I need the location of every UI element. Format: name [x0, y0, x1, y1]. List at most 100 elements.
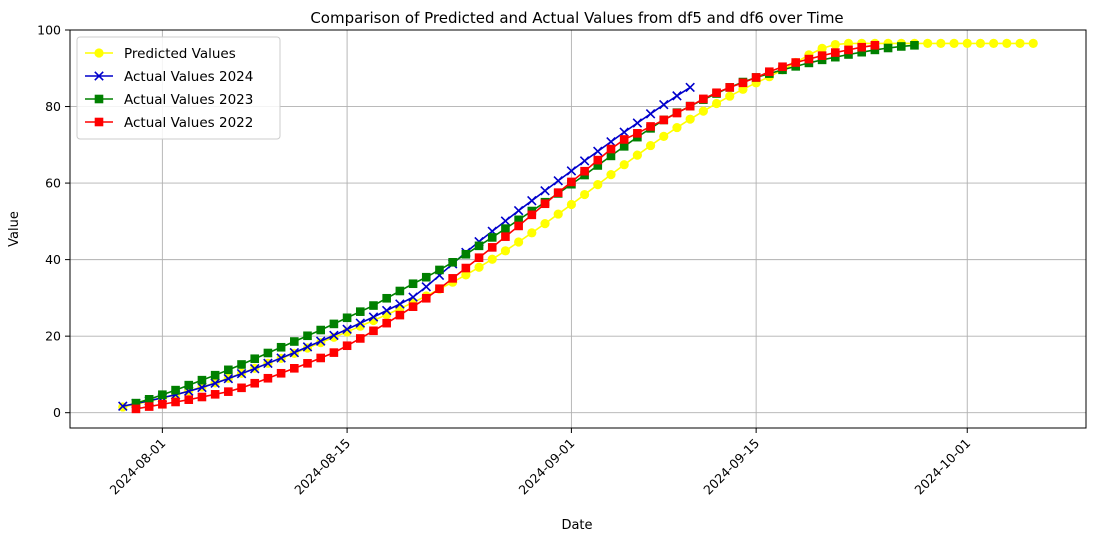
data-point	[553, 209, 563, 219]
data-point	[131, 404, 141, 414]
data-point	[435, 284, 444, 293]
data-point	[144, 394, 154, 404]
x-tick-label: 2024-08-15	[291, 436, 353, 498]
data-point	[659, 131, 669, 141]
data-point	[224, 365, 233, 375]
legend-entry: Actual Values 2022	[85, 115, 253, 131]
data-point	[817, 43, 827, 53]
data-point	[316, 325, 326, 335]
data-point	[158, 399, 167, 409]
data-point	[408, 292, 418, 302]
legend-label: Actual Values 2024	[124, 69, 253, 85]
data-point	[659, 99, 669, 110]
data-point	[290, 337, 299, 346]
data-point	[368, 312, 379, 322]
data-point	[606, 144, 616, 154]
y-tick-label: 100	[37, 23, 61, 38]
legend-marker	[94, 71, 104, 81]
data-point	[606, 151, 616, 161]
y-tick-label: 60	[45, 176, 61, 191]
data-point	[249, 363, 260, 374]
data-point	[118, 401, 128, 411]
data-point	[645, 109, 656, 119]
data-point	[435, 265, 444, 275]
legend-entry: Predicted Values	[85, 46, 236, 62]
data-point	[645, 140, 656, 151]
data-point	[593, 161, 603, 170]
data-point	[672, 108, 682, 118]
data-point	[237, 383, 246, 393]
data-point	[910, 41, 919, 50]
y-tick-label: 40	[45, 252, 61, 267]
data-point	[315, 336, 326, 346]
data-point	[632, 150, 642, 160]
data-point	[923, 38, 933, 48]
data-point	[421, 282, 432, 292]
data-point	[685, 114, 695, 124]
data-point	[276, 368, 286, 378]
data-point	[355, 334, 365, 343]
y-tick-label: 20	[45, 329, 61, 344]
data-point	[355, 307, 365, 316]
data-point	[171, 397, 180, 407]
data-point	[1015, 38, 1025, 48]
data-point	[329, 319, 339, 329]
data-point	[461, 249, 471, 259]
data-point	[830, 52, 840, 62]
data-point	[514, 237, 524, 247]
data-point	[527, 228, 537, 238]
legend-marker	[94, 117, 104, 127]
data-point	[408, 279, 418, 289]
data-point	[725, 83, 735, 92]
legend-entry: Actual Values 2023	[85, 92, 253, 108]
data-point	[632, 118, 643, 128]
data-point	[276, 353, 286, 363]
data-point	[685, 101, 695, 111]
data-point	[329, 348, 339, 357]
data-point	[883, 43, 893, 53]
data-point	[487, 243, 497, 252]
data-point	[210, 370, 220, 380]
data-point	[540, 185, 550, 196]
data-point	[224, 387, 233, 396]
data-point	[1028, 38, 1038, 48]
data-point	[210, 378, 220, 388]
data-point	[250, 354, 260, 364]
data-point	[395, 299, 405, 309]
legend: Predicted Values Actual Values 2024 Actual…	[76, 36, 281, 140]
data-point	[223, 373, 234, 384]
data-point	[289, 347, 300, 358]
data-point	[646, 122, 655, 131]
data-point	[672, 91, 682, 101]
data-point	[580, 166, 589, 176]
data-point	[500, 246, 511, 256]
data-point	[197, 375, 207, 385]
data-point	[593, 155, 603, 165]
data-point	[791, 58, 801, 67]
data-point	[619, 135, 629, 144]
data-point	[501, 232, 510, 241]
data-point	[844, 45, 853, 55]
data-point	[369, 326, 378, 336]
data-point	[236, 368, 247, 379]
data-point	[513, 205, 524, 216]
data-point	[461, 263, 471, 273]
data-point	[369, 301, 378, 310]
data-point	[448, 257, 457, 267]
data-point	[633, 129, 642, 138]
data-point	[210, 390, 220, 399]
x-tick-label: 2024-09-15	[700, 436, 762, 498]
data-point	[355, 318, 366, 328]
data-point	[263, 348, 273, 358]
data-point	[237, 360, 246, 369]
data-point	[421, 293, 431, 303]
legend-marker	[94, 94, 104, 104]
data-point	[778, 62, 787, 72]
data-point	[619, 160, 629, 170]
data-point	[474, 262, 484, 272]
chart-title: Comparison of Predicted and Actual Value…	[310, 9, 843, 27]
data-point	[870, 45, 880, 55]
data-point	[896, 42, 906, 51]
data-point	[738, 78, 748, 88]
